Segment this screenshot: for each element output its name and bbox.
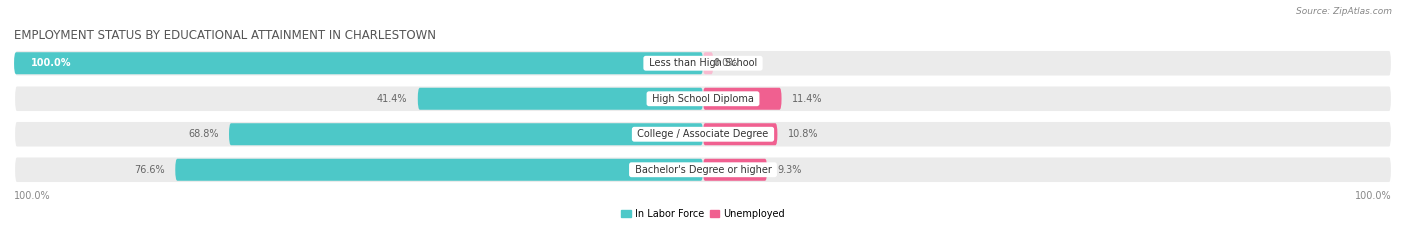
Text: 11.4%: 11.4% [792,94,823,104]
FancyBboxPatch shape [703,88,782,110]
FancyBboxPatch shape [14,121,1392,147]
FancyBboxPatch shape [176,159,703,181]
Text: College / Associate Degree: College / Associate Degree [634,129,772,139]
Text: Bachelor's Degree or higher: Bachelor's Degree or higher [631,165,775,175]
FancyBboxPatch shape [703,159,768,181]
Text: 100.0%: 100.0% [14,191,51,201]
FancyBboxPatch shape [703,52,713,74]
Text: 9.3%: 9.3% [778,165,801,175]
Text: Less than High School: Less than High School [645,58,761,68]
Text: 100.0%: 100.0% [1355,191,1392,201]
FancyBboxPatch shape [14,86,1392,112]
Text: Source: ZipAtlas.com: Source: ZipAtlas.com [1296,7,1392,16]
Text: 10.8%: 10.8% [787,129,818,139]
Text: EMPLOYMENT STATUS BY EDUCATIONAL ATTAINMENT IN CHARLESTOWN: EMPLOYMENT STATUS BY EDUCATIONAL ATTAINM… [14,29,436,42]
Text: 76.6%: 76.6% [135,165,165,175]
FancyBboxPatch shape [229,123,703,145]
Text: 100.0%: 100.0% [31,58,72,68]
FancyBboxPatch shape [14,156,1392,183]
FancyBboxPatch shape [703,123,778,145]
Legend: In Labor Force, Unemployed: In Labor Force, Unemployed [621,209,785,219]
Text: High School Diploma: High School Diploma [650,94,756,104]
Text: 68.8%: 68.8% [188,129,219,139]
Text: 41.4%: 41.4% [377,94,408,104]
FancyBboxPatch shape [14,50,1392,77]
FancyBboxPatch shape [14,52,703,74]
FancyBboxPatch shape [418,88,703,110]
Text: 0.0%: 0.0% [713,58,738,68]
